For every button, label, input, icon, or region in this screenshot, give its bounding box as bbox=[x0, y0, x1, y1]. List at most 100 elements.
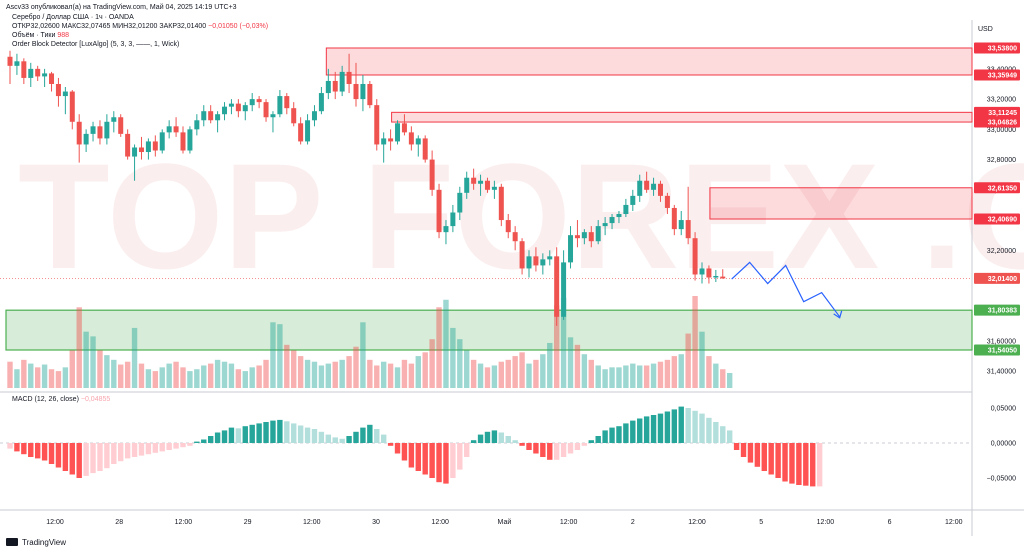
macd-bar bbox=[415, 443, 421, 471]
candle-body bbox=[145, 141, 151, 153]
order-blocks bbox=[0, 47, 973, 351]
macd-bar bbox=[346, 436, 352, 443]
macd-bar bbox=[664, 411, 671, 443]
macd-bar bbox=[367, 424, 373, 443]
macd-bar bbox=[159, 443, 165, 452]
macd-bar bbox=[166, 443, 172, 450]
time-tick-label: 12:00 bbox=[688, 519, 706, 526]
volume-bar bbox=[332, 361, 338, 388]
macd-bar bbox=[118, 443, 124, 462]
time-tick-label: 12:00 bbox=[46, 519, 64, 526]
candle-body bbox=[332, 80, 338, 92]
macd-bar bbox=[394, 443, 401, 454]
volume-bar bbox=[408, 363, 415, 388]
volume-bar bbox=[443, 299, 449, 388]
macd-bar bbox=[429, 443, 435, 478]
volume-bar bbox=[664, 359, 671, 388]
ohlc-values: ОТКР32,02600 МАКС32,07465 МИН32,01200 ЗА… bbox=[12, 23, 207, 30]
volume-bar bbox=[62, 367, 69, 388]
candle-body bbox=[574, 235, 580, 239]
candle-body bbox=[346, 71, 352, 84]
volume-bar bbox=[491, 365, 498, 388]
candle-body bbox=[69, 91, 75, 122]
footer-brand[interactable]: TradingView bbox=[6, 538, 66, 547]
macd-legend[interactable]: MACD (12, 26, close) −0,04855 bbox=[12, 396, 110, 403]
time-tick-label: 12:00 bbox=[945, 519, 963, 526]
volume-bar bbox=[325, 363, 332, 388]
candle-body bbox=[97, 126, 103, 139]
volume-bar bbox=[540, 354, 546, 388]
macd-bar bbox=[692, 410, 698, 443]
macd-bar bbox=[581, 443, 588, 446]
macd-bar bbox=[685, 408, 691, 443]
price-badge bbox=[974, 272, 1020, 284]
volume-bar bbox=[28, 363, 34, 388]
indicator-legend[interactable]: Order Block Detector [LuxAlgo] (5, 3, 3,… bbox=[12, 41, 179, 48]
candle-body bbox=[14, 61, 20, 66]
candle-body bbox=[132, 147, 138, 157]
macd-bar bbox=[194, 441, 200, 443]
macd-bar bbox=[477, 434, 484, 443]
macd-bar bbox=[387, 443, 394, 446]
macd-bar bbox=[62, 443, 69, 471]
macd-bar bbox=[28, 443, 34, 457]
macd-bar bbox=[228, 427, 235, 443]
volume-bar bbox=[394, 367, 401, 388]
volume-bar bbox=[595, 365, 601, 388]
candle-body bbox=[706, 268, 712, 278]
candle-body bbox=[526, 256, 532, 269]
candle-body bbox=[49, 73, 55, 84]
volume-bar bbox=[637, 365, 643, 388]
candle-body bbox=[512, 232, 518, 242]
volume-value: 988 bbox=[57, 32, 70, 39]
currency-label[interactable]: USD bbox=[978, 26, 993, 33]
volume-bar bbox=[304, 359, 311, 388]
bullish-order-block bbox=[5, 309, 973, 351]
volume-bar bbox=[477, 363, 484, 388]
volume-bar bbox=[21, 359, 27, 388]
macd-bar bbox=[7, 443, 13, 449]
macd-bar bbox=[457, 443, 463, 470]
volume-legend[interactable]: Объём · Тики 988 bbox=[12, 32, 69, 39]
publisher-header: Ascv33 опубликовал(а) на TradingView.com… bbox=[6, 4, 237, 11]
volume-bar bbox=[118, 364, 124, 388]
macd-bar bbox=[83, 443, 89, 476]
time-tick-label: Май bbox=[498, 518, 512, 526]
volume-bar bbox=[533, 359, 539, 388]
volume-bar bbox=[256, 365, 262, 388]
volume-bar bbox=[207, 363, 214, 388]
volume-bar bbox=[602, 369, 608, 388]
candle-body bbox=[429, 159, 435, 190]
candle-body bbox=[152, 141, 158, 151]
macd-tick-label: −0,05000 bbox=[987, 476, 1016, 483]
volume-bar bbox=[401, 359, 408, 388]
macd-bar bbox=[48, 443, 55, 464]
candle-body bbox=[215, 114, 221, 121]
symbol-title: Серебро / Доллар США · 1ч · OANDA bbox=[12, 14, 134, 21]
candle-body bbox=[595, 226, 601, 242]
candle-body bbox=[125, 133, 131, 157]
macd-bar bbox=[623, 423, 629, 443]
volume-bar bbox=[166, 363, 172, 388]
bearish-order-block bbox=[709, 187, 973, 220]
candle-body bbox=[547, 256, 553, 260]
macd-bar bbox=[443, 443, 449, 484]
candle-body bbox=[457, 192, 463, 213]
volume-bar bbox=[48, 369, 55, 388]
macd-bar bbox=[297, 425, 304, 443]
time-tick-label: 12:00 bbox=[175, 519, 193, 526]
candle-body bbox=[443, 226, 449, 233]
watermark: TOP FOREX .COM bbox=[18, 132, 1024, 300]
candle-body bbox=[484, 180, 490, 190]
candle-body bbox=[305, 120, 311, 142]
macd-bar bbox=[519, 443, 525, 446]
volume-bar bbox=[277, 324, 283, 388]
price-badge-label: 32,01400 bbox=[988, 276, 1017, 283]
candle-body bbox=[671, 207, 677, 230]
macd-bar bbox=[650, 415, 657, 443]
candle-body bbox=[291, 108, 297, 124]
volume-bar bbox=[124, 361, 131, 388]
macd-bar bbox=[505, 436, 511, 443]
price-tick-label: 33,20000 bbox=[987, 97, 1016, 104]
